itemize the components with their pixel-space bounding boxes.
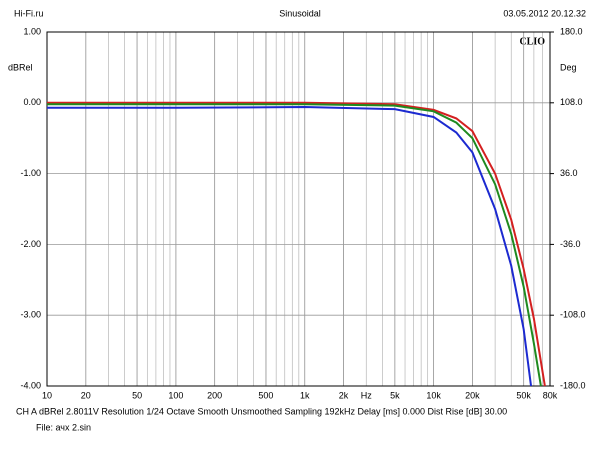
x-tick-label: 2k [339,390,349,400]
y2-tick-label: 36.0 [560,168,578,178]
x-tick-label: 200 [207,390,222,400]
header-right: 03.05.2012 20.12.32 [503,8,586,18]
series-line [47,101,546,387]
y2-tick-label: -108.0 [560,310,586,320]
x-tick-label: 80k [543,390,558,400]
y2-tick-label: 108.0 [560,97,583,107]
series-line [47,106,533,387]
series-line [47,103,542,387]
y-label: dBRel [8,62,33,72]
file-name: File: ачх 2.sin [36,422,91,432]
x-tick-label: 1k [300,390,310,400]
x-tick-label: 500 [258,390,273,400]
x-label: Hz [361,390,372,400]
y2-tick-label: -180.0 [560,380,586,390]
y-tick-label: 0.00 [23,97,41,107]
x-tick-label: 100 [168,390,183,400]
y-tick-label: -4.00 [20,380,41,390]
footer: CH A dBRel 2.8011V Resolution 1/24 Octav… [16,406,507,416]
header-left: Hi-Fi.ru [14,8,44,18]
y-tick-label: -1.00 [20,168,41,178]
y2-tick-label: 180.0 [560,26,583,36]
brand: CLIO [519,36,545,47]
x-tick-label: 10 [42,390,52,400]
y2-label: Deg [560,62,577,72]
chart-title: Sinusoidal [279,8,321,18]
x-tick-label: 5k [390,390,400,400]
y2-tick-label: -36.0 [560,239,581,249]
plot-frame [46,31,551,387]
x-tick-label: 50k [516,390,531,400]
x-tick-label: 50 [132,390,142,400]
x-tick-label: 20k [465,390,480,400]
y-tick-label: -2.00 [20,239,41,249]
y-tick-label: 1.00 [23,26,41,36]
y-tick-label: -3.00 [20,310,41,320]
x-tick-label: 20 [81,390,91,400]
x-tick-label: 10k [426,390,441,400]
